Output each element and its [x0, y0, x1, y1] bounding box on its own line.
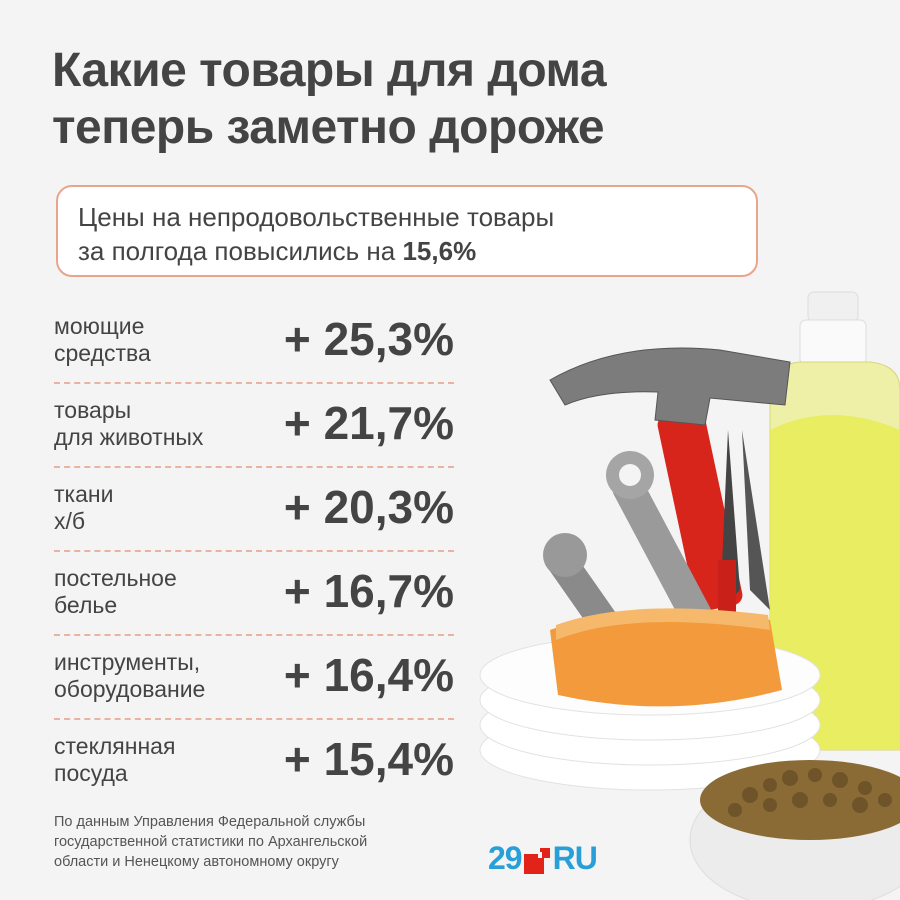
- wrench-icon: [606, 451, 716, 635]
- logo-mark-icon: [523, 845, 550, 874]
- title-line-2: теперь заметно дороже: [52, 101, 605, 154]
- list-item: постельное белье + 16,7%: [54, 552, 454, 636]
- household-goods-illustration: [479, 291, 900, 900]
- summary-value: 15,6%: [402, 236, 477, 266]
- list-item: ткани х/б + 20,3%: [54, 468, 454, 552]
- item-label: стеклянная посуда: [54, 733, 176, 786]
- logo-number: 29: [488, 839, 523, 876]
- list-item: инструменты, оборудование + 16,4%: [54, 636, 454, 720]
- summary-box: Цены на непродовольственные товары за по…: [56, 185, 758, 277]
- item-value: + 15,4%: [283, 733, 454, 785]
- item-value: + 21,7%: [283, 397, 454, 449]
- item-label: моющие средства: [54, 313, 151, 366]
- item-value: + 16,4%: [283, 649, 454, 701]
- item-label: товары для животных: [54, 397, 204, 450]
- item-value: + 25,3%: [283, 313, 454, 365]
- summary-line-1: Цены на непродовольственные товары: [78, 202, 555, 232]
- item-value: + 20,3%: [283, 481, 454, 533]
- price-list: моющие средства + 25,3% товары для животны…: [54, 300, 454, 804]
- list-item: товары для животных + 21,7%: [54, 384, 454, 468]
- item-label: ткани х/б: [54, 481, 114, 534]
- sponge-icon: [550, 608, 782, 707]
- item-label: инструменты, оборудование: [54, 649, 206, 702]
- list-item: стеклянная посуда + 15,4%: [54, 720, 454, 804]
- pliers-icon: [718, 430, 770, 620]
- list-item: моющие средства + 25,3%: [54, 300, 454, 384]
- source-note: По данным Управления Федеральной службы …: [54, 814, 368, 870]
- site-logo: 29 RU: [488, 838, 598, 878]
- page-title: Какие товары для дома теперь заметно дор…: [52, 42, 607, 156]
- item-value: + 16,7%: [283, 565, 454, 617]
- pet-food-bowl-icon: [689, 760, 900, 900]
- item-label: постельное белье: [54, 565, 177, 618]
- summary-line-2: за полгода повысились на: [78, 236, 403, 266]
- logo-suffix: RU: [552, 839, 598, 876]
- title-line-1: Какие товары для дома: [52, 44, 607, 97]
